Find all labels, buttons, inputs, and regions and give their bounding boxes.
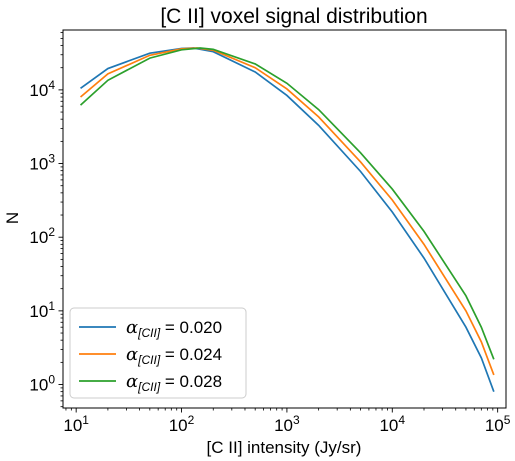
series-line-1 [80, 47, 495, 392]
x-tick-label: 105 [485, 413, 511, 435]
y-tick-label: 103 [29, 152, 55, 174]
plot-area: 101 102 103 104 105 100 101 102 103 104 α[CII] = 0… [29, 29, 511, 435]
series-line-3 [79, 47, 495, 360]
y-tick-label: 101 [29, 299, 55, 321]
y-tick-label: 102 [29, 225, 55, 247]
x-tick-label: 103 [274, 413, 300, 435]
series-line-2 [79, 47, 495, 376]
x-tick-label: 101 [63, 413, 89, 435]
y-axis-label: N [3, 212, 22, 224]
y-tick-label: 104 [29, 78, 55, 100]
legend-label-2: α[CII] = 0.024 [126, 344, 222, 367]
legend-label-3: α[CII] = 0.028 [126, 371, 222, 394]
x-axis-label: [C II] intensity (Jy/sr) [207, 438, 362, 457]
legend-label-1: α[CII] = 0.020 [126, 317, 222, 340]
y-tick-label: 100 [29, 373, 55, 395]
chart-title: [C II] voxel signal distribution [160, 5, 427, 28]
axes-frame [62, 29, 507, 409]
legend-box [69, 307, 247, 399]
x-tick-label: 102 [169, 413, 195, 435]
x-tick-label: 104 [379, 413, 405, 435]
